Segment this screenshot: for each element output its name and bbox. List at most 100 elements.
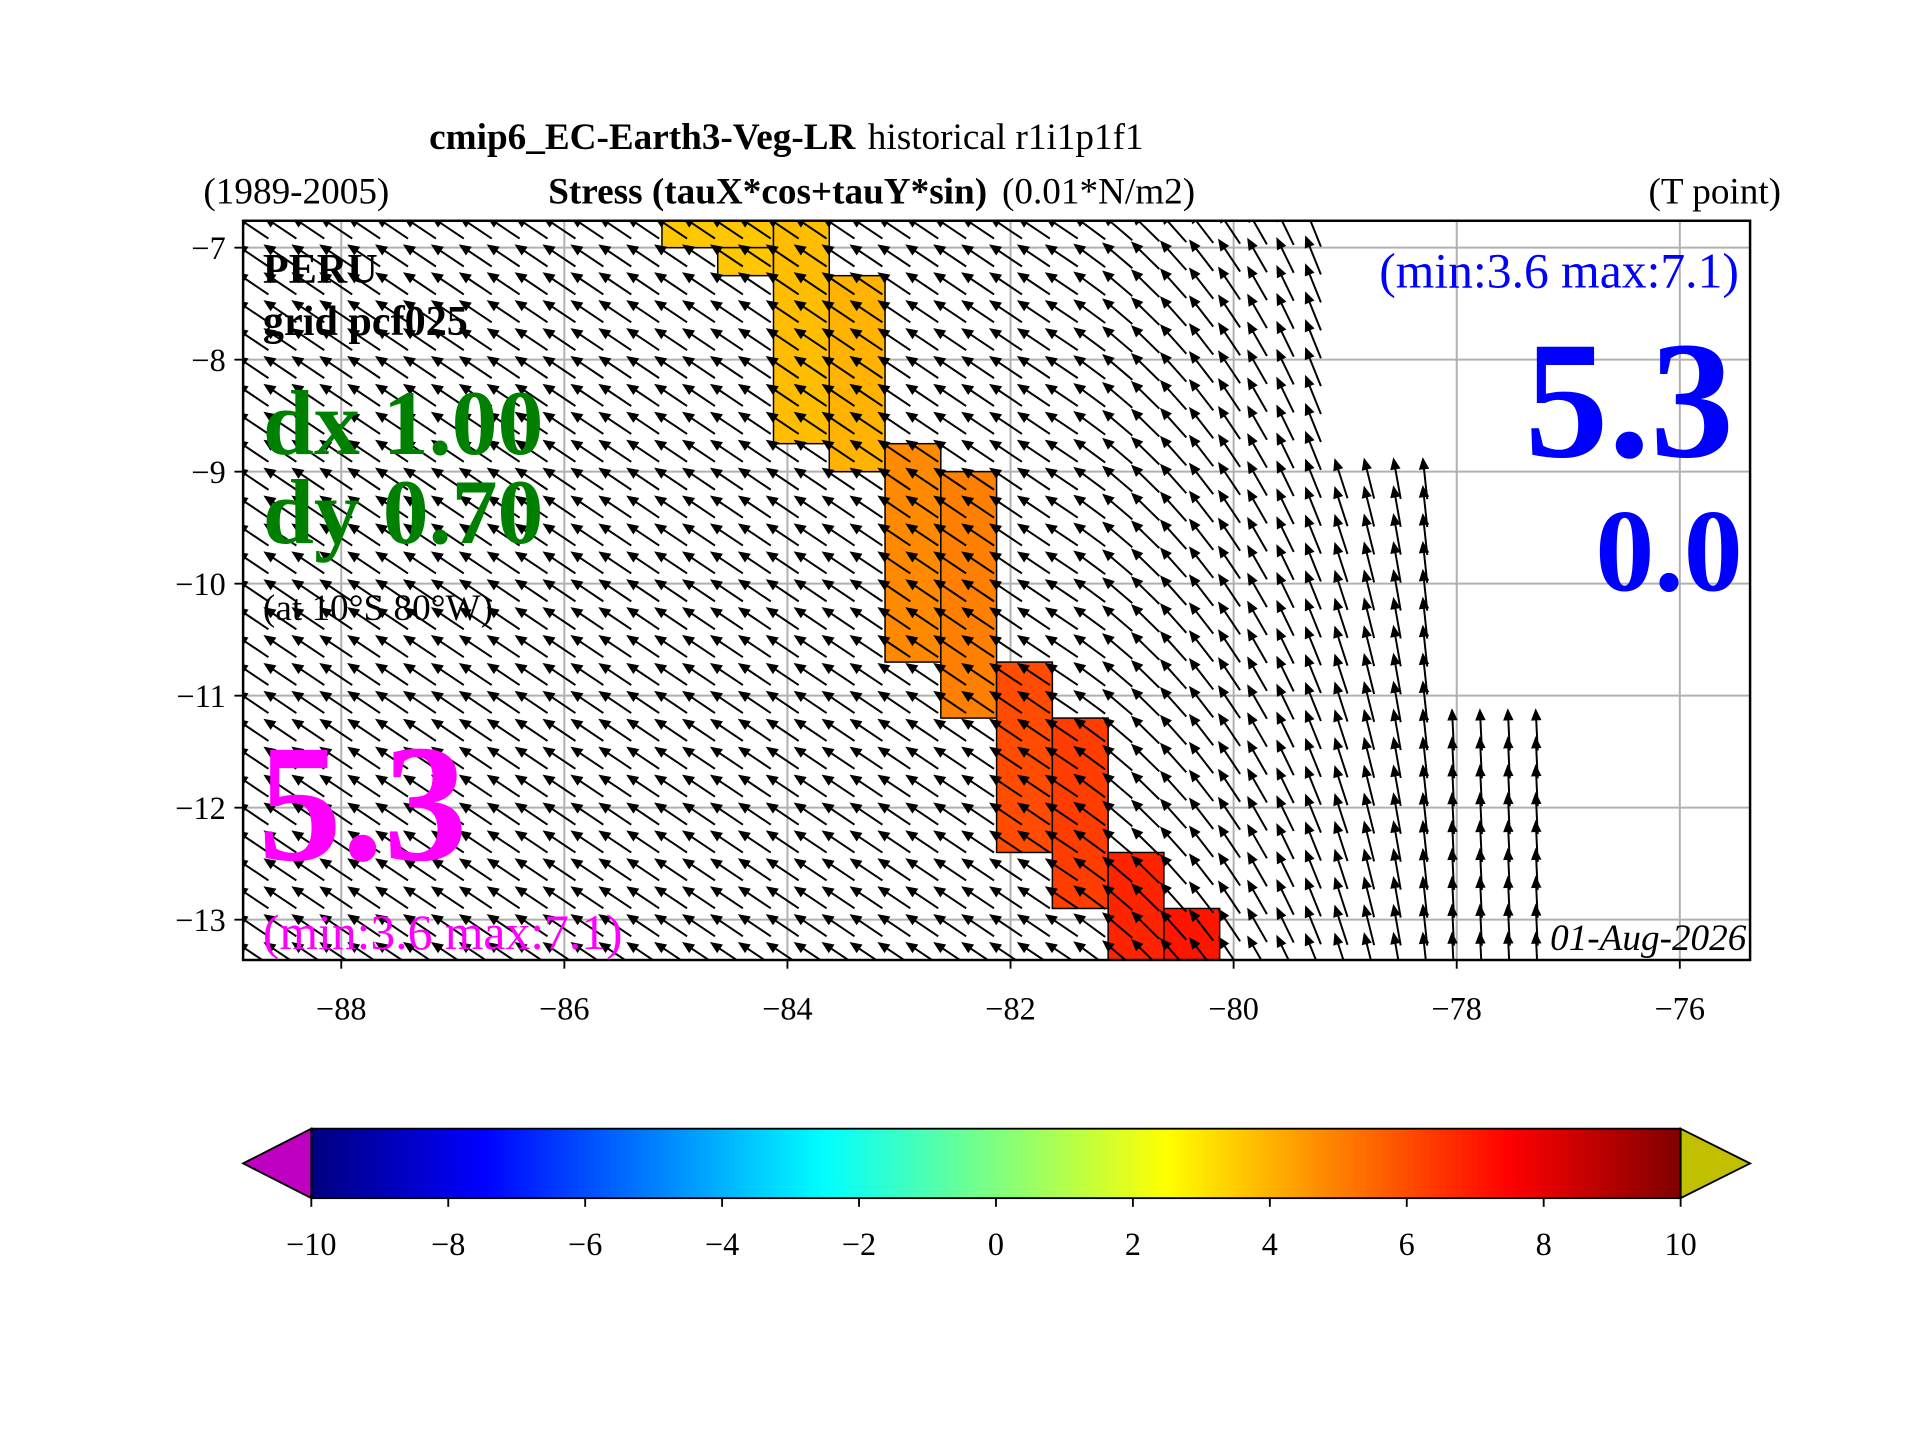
quiver-arrow (626, 858, 660, 882)
quiver-arrow (821, 383, 856, 407)
quiver-arrow (877, 523, 911, 547)
quiver-arrow (682, 300, 716, 324)
quiver-arrow (458, 355, 493, 379)
quiver-arrow (765, 355, 800, 379)
quiver-arrow (1073, 578, 1106, 603)
colorbar-under (241, 1127, 313, 1200)
quiver-arrow (793, 718, 828, 742)
colorbar-segment (375, 1128, 382, 1199)
quiver-arrow (486, 439, 521, 463)
quiver-arrow (988, 523, 1023, 547)
colorbar-segment (937, 1128, 944, 1199)
colorbar-segment (723, 1128, 730, 1199)
quiver-arrow (1102, 744, 1133, 772)
quiver-arrow (1159, 547, 1188, 578)
quiver-arrow (709, 690, 744, 714)
quiver-arrow (347, 690, 381, 714)
quiver-arrow (709, 383, 744, 407)
quiver-arrow (514, 774, 549, 798)
quiver-arrow (961, 244, 995, 268)
quiver-arrow (988, 495, 1023, 519)
colorbar-segment (1033, 1128, 1040, 1199)
quiver-arrow (961, 328, 995, 352)
quiver-arrow (458, 523, 493, 547)
quiver-arrow (905, 690, 939, 714)
quiver-arrow (1102, 940, 1127, 960)
quiver-arrow (793, 774, 828, 798)
colorbar-segment (1498, 1128, 1505, 1199)
quiver-arrow (682, 355, 716, 379)
colorbar-segment (744, 1128, 751, 1199)
quiver-arrow (458, 802, 493, 826)
quiver-arrow (821, 467, 856, 491)
quiver-arrow (1188, 881, 1215, 914)
quiver-arrow (849, 579, 883, 603)
quiver-arrow (402, 690, 437, 714)
quiver-arrow (375, 300, 409, 324)
quiver-arrow (1073, 383, 1106, 408)
quiver-arrow (961, 886, 995, 910)
quiver-arrow (626, 914, 660, 938)
quiver-arrow (542, 551, 576, 575)
quiver-arrow (1218, 406, 1241, 440)
quiver-arrow (765, 858, 800, 882)
quiver-arrow (1333, 541, 1349, 583)
colorbar-segment (402, 1128, 409, 1199)
quiver-arrow (319, 746, 353, 770)
colorbar-segment (1466, 1128, 1473, 1199)
quiver-arrow (1418, 931, 1430, 960)
quiver-arrow (737, 802, 772, 826)
quiver-arrow (877, 746, 911, 770)
colorbar-segment (1049, 1128, 1056, 1199)
quiver-arrow (1044, 886, 1079, 910)
quiver-arrow (877, 551, 911, 575)
colorbar-segment (1290, 1128, 1297, 1199)
quiver-arrow (849, 746, 883, 770)
colorbar-segment (1546, 1128, 1553, 1199)
colorbar-segment (953, 1128, 960, 1199)
quiver-arrow (1188, 546, 1215, 579)
quiver-arrow (542, 411, 576, 435)
quiver-arrow (877, 886, 911, 910)
colorbar-segment (1354, 1128, 1361, 1199)
colorbar-segment (530, 1128, 537, 1199)
quiver-arrow (849, 467, 883, 491)
quiver-arrow (1333, 765, 1349, 806)
quiver-arrow (1247, 572, 1268, 608)
quiver-arrow (458, 272, 493, 296)
quiver-arrow (402, 300, 437, 324)
colorbar-segment (1001, 1128, 1008, 1199)
quiver-arrow (1044, 439, 1079, 463)
quiver-arrow (877, 830, 911, 854)
colorbar-segment (824, 1128, 831, 1199)
quiver-arrow (1159, 379, 1188, 411)
quiver-arrow (1016, 579, 1051, 603)
colorbar-segment (423, 1128, 430, 1199)
quiver-arrow (347, 858, 381, 882)
quiver-arrow (765, 579, 800, 603)
quiver-arrow (821, 523, 856, 547)
quiver-arrow (514, 467, 549, 491)
quiver-arrow (1390, 624, 1402, 667)
quiver-arrow (821, 886, 856, 910)
quiver-arrow (961, 914, 995, 938)
quiver-arrow (793, 244, 828, 268)
quiver-arrow (682, 551, 716, 575)
colorbar-segment (439, 1128, 446, 1199)
quiver-arrow (402, 607, 437, 631)
quiver-arrow (1130, 883, 1161, 912)
colorbar-segment (733, 1128, 740, 1199)
colorbar-segment (487, 1128, 494, 1199)
colorbar-segment (1022, 1128, 1029, 1199)
quiver-arrow (821, 411, 856, 435)
colorbar-segment (771, 1128, 778, 1199)
quiver-arrow (626, 607, 660, 631)
quiver-arrow (793, 635, 828, 659)
colorbar-segment (1108, 1128, 1115, 1199)
quiver-arrow (1073, 941, 1101, 960)
quiver-arrow (291, 411, 325, 435)
quiver-arrow (1044, 662, 1079, 686)
quiver-arrow (1130, 576, 1161, 605)
x-tick-label: −84 (762, 991, 812, 1027)
quiver-arrow (598, 774, 632, 798)
